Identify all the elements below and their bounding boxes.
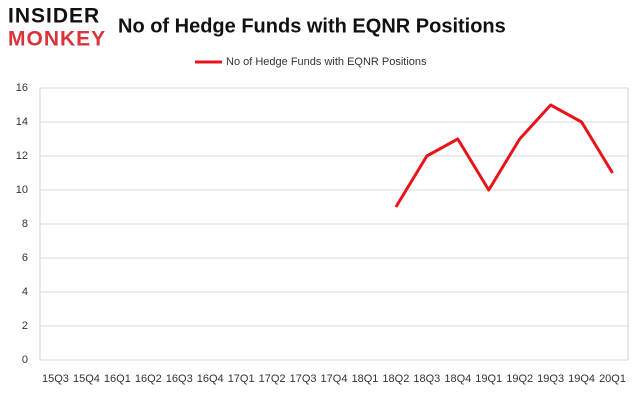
y-tick-label: 6 — [22, 252, 28, 264]
y-tick-label: 14 — [16, 116, 28, 128]
y-tick-label: 2 — [22, 320, 28, 332]
y-tick-label: 12 — [16, 150, 28, 162]
x-tick-label: 19Q3 — [537, 373, 564, 385]
x-tick-label: 18Q3 — [413, 373, 440, 385]
x-tick-label: 17Q3 — [290, 373, 317, 385]
x-tick-label: 16Q3 — [166, 373, 193, 385]
x-tick-label: 16Q1 — [104, 373, 131, 385]
legend-label: No of Hedge Funds with EQNR Positions — [226, 56, 427, 68]
x-tick-label: 17Q4 — [321, 373, 348, 385]
x-tick-label: 17Q1 — [228, 373, 255, 385]
y-tick-label: 0 — [22, 354, 28, 366]
x-tick-label: 16Q4 — [197, 373, 224, 385]
x-tick-label: 19Q4 — [568, 373, 595, 385]
logo-top: INSIDER — [8, 5, 100, 28]
x-tick-label: 16Q2 — [135, 373, 162, 385]
x-tick-label: 15Q4 — [73, 373, 100, 385]
x-tick-label: 20Q1 — [599, 373, 626, 385]
x-tick-label: 18Q1 — [351, 373, 378, 385]
y-tick-label: 4 — [22, 286, 28, 298]
data-line — [394, 103, 614, 208]
x-tick-label: 17Q2 — [259, 373, 286, 385]
y-tick-label: 10 — [16, 184, 28, 196]
logo-bottom: MONKEY — [8, 28, 106, 51]
y-tick-label: 8 — [22, 218, 28, 230]
x-tick-label: 18Q2 — [382, 373, 409, 385]
x-tick-label: 15Q3 — [42, 373, 69, 385]
x-tick-label: 19Q1 — [475, 373, 502, 385]
x-tick-label: 19Q2 — [506, 373, 533, 385]
chart-title: No of Hedge Funds with EQNR Positions — [118, 15, 506, 37]
x-tick-label: 18Q4 — [444, 373, 471, 385]
y-tick-label: 16 — [16, 82, 28, 94]
